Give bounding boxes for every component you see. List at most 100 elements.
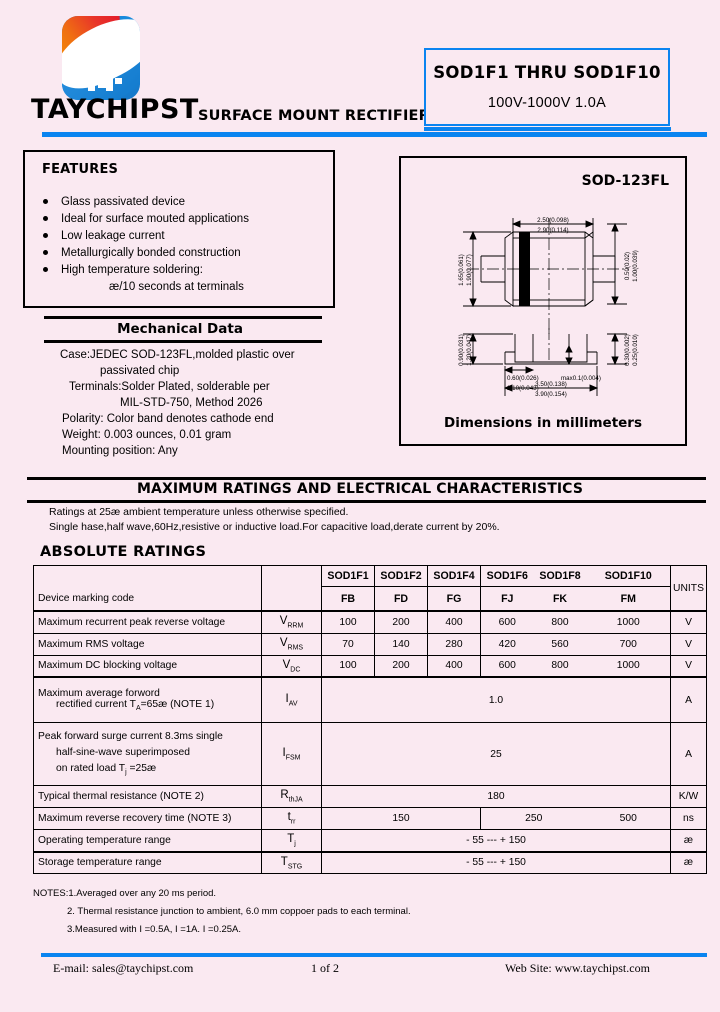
ratings-divider-top xyxy=(27,477,706,480)
table-row: Typical thermal resistance (NOTE 2) RthJ… xyxy=(33,785,707,808)
row-value: 1000 xyxy=(586,610,671,634)
feature-label: Low leakage current xyxy=(61,230,165,242)
row-value: 420 xyxy=(480,632,534,656)
table-row: Maximum recurrent peak reverse voltage V… xyxy=(33,610,707,634)
row-description: Peak forward surge current 8.3ms single … xyxy=(33,722,262,786)
symbol-main: T xyxy=(280,855,288,868)
footer-accent-rule xyxy=(41,953,707,957)
row-symbol: IAV xyxy=(261,676,322,723)
row-description: Operating temperature range xyxy=(33,829,262,852)
mark-header-cell: FJ xyxy=(480,586,534,612)
symbol-main: T xyxy=(287,833,295,846)
part-header-cell: SOD1F8 xyxy=(533,564,587,588)
dim-top-width-min: 2.50(0.098) xyxy=(537,217,569,224)
row-description: Maximum reverse recovery time (NOTE 3) xyxy=(33,807,262,830)
row-value: 700 xyxy=(586,632,671,656)
row-symbol: VDC xyxy=(261,654,322,678)
footer-email[interactable]: E-mail: sales@taychipst.com xyxy=(53,961,194,975)
row-symbol: TSTG xyxy=(261,851,322,874)
row-description-line: Maximum average forword xyxy=(38,687,160,699)
dim-right-small-max: 0.25(0.010) xyxy=(632,334,639,366)
footer-page: 1 of 2 xyxy=(311,961,339,975)
package-units-caption: Dimensions in millimeters xyxy=(444,415,642,431)
row-value: 800 xyxy=(533,610,587,634)
row-value: 400 xyxy=(427,610,481,634)
row-value: 400 xyxy=(427,654,481,678)
row-value: 200 xyxy=(374,610,428,634)
mech-line: Weight: 0.003 ounces, 0.01 gram xyxy=(62,429,232,441)
row-value: 100 xyxy=(321,654,375,678)
row-value: 200 xyxy=(374,654,428,678)
bullet-icon xyxy=(43,250,48,255)
table-row: Maximum average forword rectified curren… xyxy=(33,676,707,723)
row-symbol: Tj xyxy=(261,829,322,852)
dim-pad-min: 0.60(0.026) xyxy=(507,375,539,382)
symbol-sub: RRM xyxy=(287,622,304,630)
row-value-merged: 150 xyxy=(321,807,481,830)
part-range-spec: 100V-1000V 1.0A xyxy=(487,95,607,111)
row-value: 600 xyxy=(480,654,534,678)
row-description: Typical thermal resistance (NOTE 2) xyxy=(33,785,262,808)
dim-top-width-max: 2.90(0.114) xyxy=(537,227,568,234)
symbol-main: I xyxy=(282,746,286,759)
mech-line: Case:JEDEC SOD-123FL,molded plastic over xyxy=(60,349,295,361)
package-drawing-box: SOD-123FL xyxy=(399,156,687,446)
ratings-condition-note-1: Ratings at 25æ ambient temperature unles… xyxy=(49,506,349,518)
row-value: 800 xyxy=(533,654,587,678)
features-title: FEATURES xyxy=(42,162,119,177)
table-row: Peak forward surge current 8.3ms single … xyxy=(33,722,707,786)
row-unit: V xyxy=(670,610,707,634)
part-number-title-box: SOD1F1 THRU SOD1F10 100V-1000V 1.0A xyxy=(424,48,670,126)
symbol-header-cell xyxy=(261,565,322,612)
row-symbol: IFSM xyxy=(261,722,322,786)
page-header: TAYCHIPST SURFACE MOUNT RECTIFIER SOD1F1… xyxy=(0,0,720,140)
feature-item: Glass passivated device xyxy=(43,196,186,208)
table-row: Maximum RMS voltage VRMS 70 140 280 420 … xyxy=(33,632,707,656)
symbol-sub: STG xyxy=(287,862,303,870)
note-item: 2. Thermal resistance junction to ambien… xyxy=(67,906,411,917)
ratings-banner-title: MAXIMUM RATINGS AND ELECTRICAL CHARACTER… xyxy=(136,481,584,497)
mark-header-cell: FM xyxy=(586,586,671,612)
mech-divider-bottom xyxy=(44,340,322,343)
row-value-merged: 250 xyxy=(480,807,587,830)
row-unit: æ xyxy=(670,851,707,874)
bullet-icon xyxy=(43,267,48,272)
feature-label: Glass passivated device xyxy=(61,196,186,208)
header-accent-rule-right xyxy=(424,127,671,131)
row-value: 100 xyxy=(321,610,375,634)
row-description-line: on rated load Tj =25æ xyxy=(56,763,157,777)
mech-line: passivated chip xyxy=(100,365,180,377)
dim-left-height-max: 1.90(0.077) xyxy=(466,254,473,286)
row-description: Maximum RMS voltage xyxy=(33,632,262,656)
row-unit: V xyxy=(670,654,707,678)
dim-overall-min: 3.50(0.138) xyxy=(535,381,567,388)
bullet-icon xyxy=(43,199,48,204)
feature-item: High temperature soldering: xyxy=(43,264,203,276)
mechanical-data-title: Mechanical Data xyxy=(117,321,243,337)
table-row: Operating temperature range Tj - 55 --- … xyxy=(33,829,707,852)
table-header-marks: FB FD FG FJ FK FM xyxy=(34,586,707,612)
row-value: 600 xyxy=(480,610,534,634)
brand-name: TAYCHIPST xyxy=(31,94,199,125)
mark-header-cell: FB xyxy=(321,586,375,612)
note-item: NOTES:1.Averaged over any 20 ms period. xyxy=(33,888,217,899)
mark-header-cell: FK xyxy=(533,586,587,612)
row-description-line: Peak forward surge current 8.3ms single xyxy=(38,731,223,743)
symbol-main: I xyxy=(285,692,289,705)
mechanical-data-section: Mechanical Data Case:JEDEC SOD-123FL,mol… xyxy=(30,313,360,463)
table-row: Maximum DC blocking voltage VDC 100 200 … xyxy=(33,654,707,678)
ratings-divider-bottom xyxy=(27,500,706,503)
row-value-merged: 25 xyxy=(321,722,671,786)
feature-subnote: æ/10 seconds at terminals xyxy=(109,281,244,293)
footer-website[interactable]: Web Site: www.taychipst.com xyxy=(505,961,650,975)
package-dimension-drawing: 2.50(0.098) 2.90(0.114) 1.65(0.061) 1.90… xyxy=(458,217,639,398)
part-header-cell: SOD1F10 xyxy=(586,564,671,588)
absolute-ratings-title: ABSOLUTE RATINGS xyxy=(40,544,207,560)
row-description-line: half-sine-wave superimposed xyxy=(56,747,190,759)
row-unit: A xyxy=(670,676,707,723)
row-value-merged: - 55 --- + 150 xyxy=(321,851,671,874)
mech-line: MIL-STD-750, Method 2026 xyxy=(120,397,263,409)
row-unit: V xyxy=(670,632,707,656)
table-header-parts: Device marking code SOD1F1 SOD1F2 SOD1F4… xyxy=(33,564,707,612)
